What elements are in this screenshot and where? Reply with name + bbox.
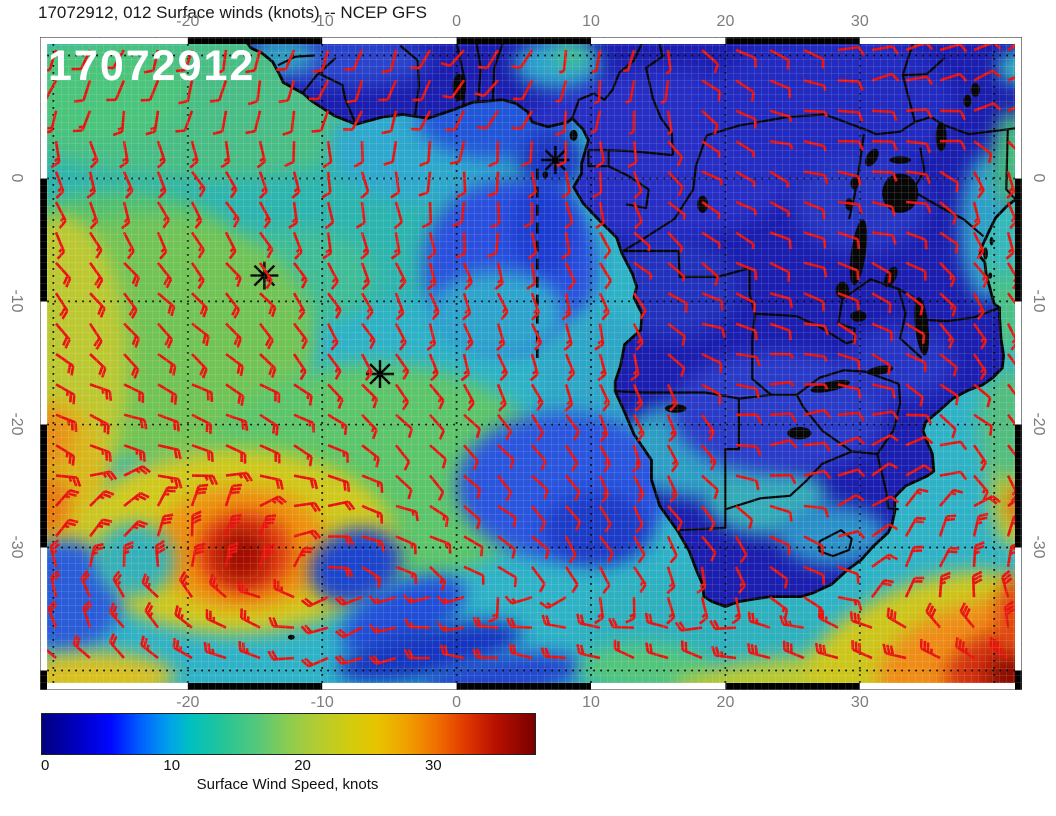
island [542,171,548,179]
country-border [615,390,797,400]
station-marker [250,261,279,290]
wind-barbs-layer [40,39,1022,668]
x-axis-top-tick-label: -20 [176,13,200,30]
country-border [818,529,853,558]
x-axis-bottom-tick-label: 10 [582,694,600,711]
neatline [40,37,1022,690]
colorbar-tick-label: 30 [424,757,442,774]
lake [866,365,894,376]
country-border [588,149,674,157]
country-border [706,113,825,137]
map-canvas [40,37,1022,690]
y-axis-right-tick-label: -10 [1030,289,1047,313]
colorbar-tick-label: 10 [163,757,181,774]
country-border [930,116,1022,136]
x-axis-top-tick-label: 20 [716,13,735,30]
country-border [622,135,708,252]
y-axis-right-tick-label: -20 [1030,412,1047,436]
country-border [824,113,932,136]
lake [697,195,708,213]
country-border [608,165,650,210]
lake [850,310,867,322]
x-axis-bottom-tick-label: 20 [716,694,735,711]
island [569,129,578,141]
y-axis-left-tick-label: -30 [8,535,25,559]
colorbar-caption: Surface Wind Speed, knots [196,776,379,793]
island [989,236,994,246]
country-border [795,394,853,453]
x-axis-bottom-tick-label: -10 [310,694,334,711]
island [988,272,993,279]
x-axis-top-tick-label: 30 [850,13,869,30]
y-axis-left-tick-label: -10 [8,289,25,313]
colorbar-tick-label: 20 [294,757,311,774]
country-border [902,57,946,77]
plot-title: 17072912, 012 Surface winds (knots) -- N… [38,3,427,22]
x-axis-bottom-tick-label: 30 [850,694,869,711]
lake [889,156,911,164]
lake [970,83,981,97]
x-axis-top-tick-label: -10 [310,13,334,30]
coastline [241,37,1022,608]
country-border [319,72,357,125]
lake [850,177,859,190]
country-border [725,450,878,511]
colorbar [41,713,536,755]
island [287,634,295,640]
colorbar-tick-label: 0 [41,757,50,774]
x-axis-top-tick-label: 0 [452,13,462,30]
graticule [40,37,1022,690]
y-axis-right-tick-label: -30 [1030,535,1047,559]
lake [935,121,947,152]
country-border [301,57,337,95]
country-border [1005,129,1017,201]
date-stamp-overlay: 17072912 [48,42,256,90]
lake [787,426,812,440]
y-axis-right-tick-label: 0 [1030,173,1047,183]
country-border [876,453,899,511]
wind-map-svg [40,37,1022,690]
lake [865,148,879,167]
lake [963,94,972,108]
lake [914,296,930,356]
country-border [491,37,507,100]
y-axis-left-tick-label: -20 [8,412,25,436]
x-axis-bottom-tick-label: 0 [452,694,462,711]
y-axis-left-tick-label: 0 [8,173,25,183]
x-axis-top-tick-label: 10 [582,13,600,30]
country-border [751,313,772,396]
lake [810,379,851,393]
country-border [677,398,741,532]
x-axis-bottom-tick-label: -20 [176,694,200,711]
country-border [911,147,926,192]
